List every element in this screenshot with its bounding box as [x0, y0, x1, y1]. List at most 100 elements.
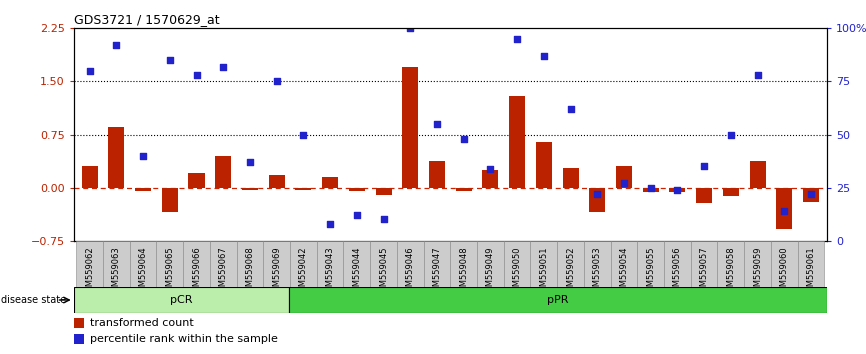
Text: GSM559063: GSM559063	[112, 246, 121, 297]
Point	[109, 42, 123, 48]
Bar	[135, 188, 151, 191]
Text: pCR: pCR	[170, 295, 192, 305]
Bar	[349, 188, 365, 191]
Text: GSM559050: GSM559050	[513, 246, 521, 297]
Point	[190, 72, 204, 78]
Bar	[456, 188, 472, 191]
Bar	[157, 241, 183, 287]
Text: GSM559057: GSM559057	[700, 246, 708, 297]
Bar	[290, 241, 317, 287]
Bar	[450, 241, 477, 287]
Bar	[771, 241, 798, 287]
Text: GSM559069: GSM559069	[272, 246, 281, 297]
Point	[430, 121, 444, 127]
Text: GSM559049: GSM559049	[486, 246, 494, 297]
Bar	[108, 127, 125, 188]
Bar	[803, 188, 819, 202]
Bar	[295, 188, 312, 190]
Bar	[289, 287, 827, 313]
Text: GSM559053: GSM559053	[592, 246, 602, 297]
Text: GSM559044: GSM559044	[352, 246, 361, 297]
Point	[697, 164, 711, 169]
Point	[724, 132, 738, 137]
Text: GSM559058: GSM559058	[727, 246, 735, 297]
Text: GSM559052: GSM559052	[566, 246, 575, 297]
Point	[617, 181, 631, 186]
Bar	[376, 188, 391, 195]
Point	[323, 221, 337, 227]
Bar	[691, 241, 718, 287]
Bar	[317, 241, 344, 287]
Point	[83, 68, 97, 74]
Bar	[589, 188, 605, 212]
Bar	[162, 188, 178, 212]
Bar	[750, 161, 766, 188]
Bar	[322, 177, 338, 188]
Point	[510, 36, 524, 42]
Text: pPR: pPR	[547, 295, 569, 305]
Text: GSM559060: GSM559060	[779, 246, 789, 297]
Text: percentile rank within the sample: percentile rank within the sample	[90, 333, 278, 344]
Bar	[531, 241, 557, 287]
Bar	[664, 241, 691, 287]
Bar	[103, 241, 130, 287]
Text: disease state: disease state	[1, 295, 66, 305]
Bar	[242, 188, 258, 190]
Point	[670, 187, 684, 193]
Text: GSM559067: GSM559067	[219, 246, 228, 297]
Bar	[616, 166, 632, 188]
Bar	[744, 241, 771, 287]
Bar	[74, 287, 289, 313]
Point	[136, 153, 150, 159]
Text: GSM559043: GSM559043	[326, 246, 334, 297]
Bar	[402, 67, 418, 188]
Bar	[611, 241, 637, 287]
Bar	[504, 241, 531, 287]
Bar	[130, 241, 157, 287]
Point	[537, 53, 551, 59]
Point	[350, 212, 364, 218]
Bar	[798, 241, 824, 287]
Bar	[718, 241, 744, 287]
Text: GSM559056: GSM559056	[673, 246, 682, 297]
Bar	[563, 168, 578, 188]
Bar	[74, 318, 84, 329]
Bar	[669, 188, 685, 192]
Bar	[584, 241, 611, 287]
Text: GSM559047: GSM559047	[432, 246, 442, 297]
Text: GSM559042: GSM559042	[299, 246, 308, 297]
Bar	[344, 241, 370, 287]
Bar	[236, 241, 263, 287]
Bar	[216, 156, 231, 188]
Text: GSM559062: GSM559062	[85, 246, 94, 297]
Point	[243, 159, 257, 165]
Text: GSM559045: GSM559045	[379, 246, 388, 297]
Point	[163, 57, 177, 63]
Bar	[643, 188, 659, 192]
Bar	[210, 241, 236, 287]
Bar	[76, 241, 103, 287]
Bar	[429, 161, 445, 188]
Point	[591, 191, 604, 197]
Point	[778, 208, 792, 214]
Point	[269, 79, 283, 84]
Point	[751, 72, 765, 78]
Text: GSM559059: GSM559059	[753, 246, 762, 297]
Bar	[637, 241, 664, 287]
Bar	[696, 188, 712, 203]
Text: GSM559048: GSM559048	[459, 246, 469, 297]
Text: GSM559051: GSM559051	[540, 246, 548, 297]
Point	[564, 106, 578, 112]
Text: GSM559055: GSM559055	[646, 246, 656, 297]
Bar	[536, 142, 552, 188]
Bar	[370, 241, 397, 287]
Bar	[74, 333, 84, 344]
Point	[804, 191, 818, 197]
Text: GSM559066: GSM559066	[192, 246, 201, 297]
Bar	[509, 96, 525, 188]
Point	[377, 217, 391, 222]
Bar	[268, 175, 285, 188]
Bar	[397, 241, 423, 287]
Text: GDS3721 / 1570629_at: GDS3721 / 1570629_at	[74, 13, 219, 26]
Point	[643, 185, 657, 190]
